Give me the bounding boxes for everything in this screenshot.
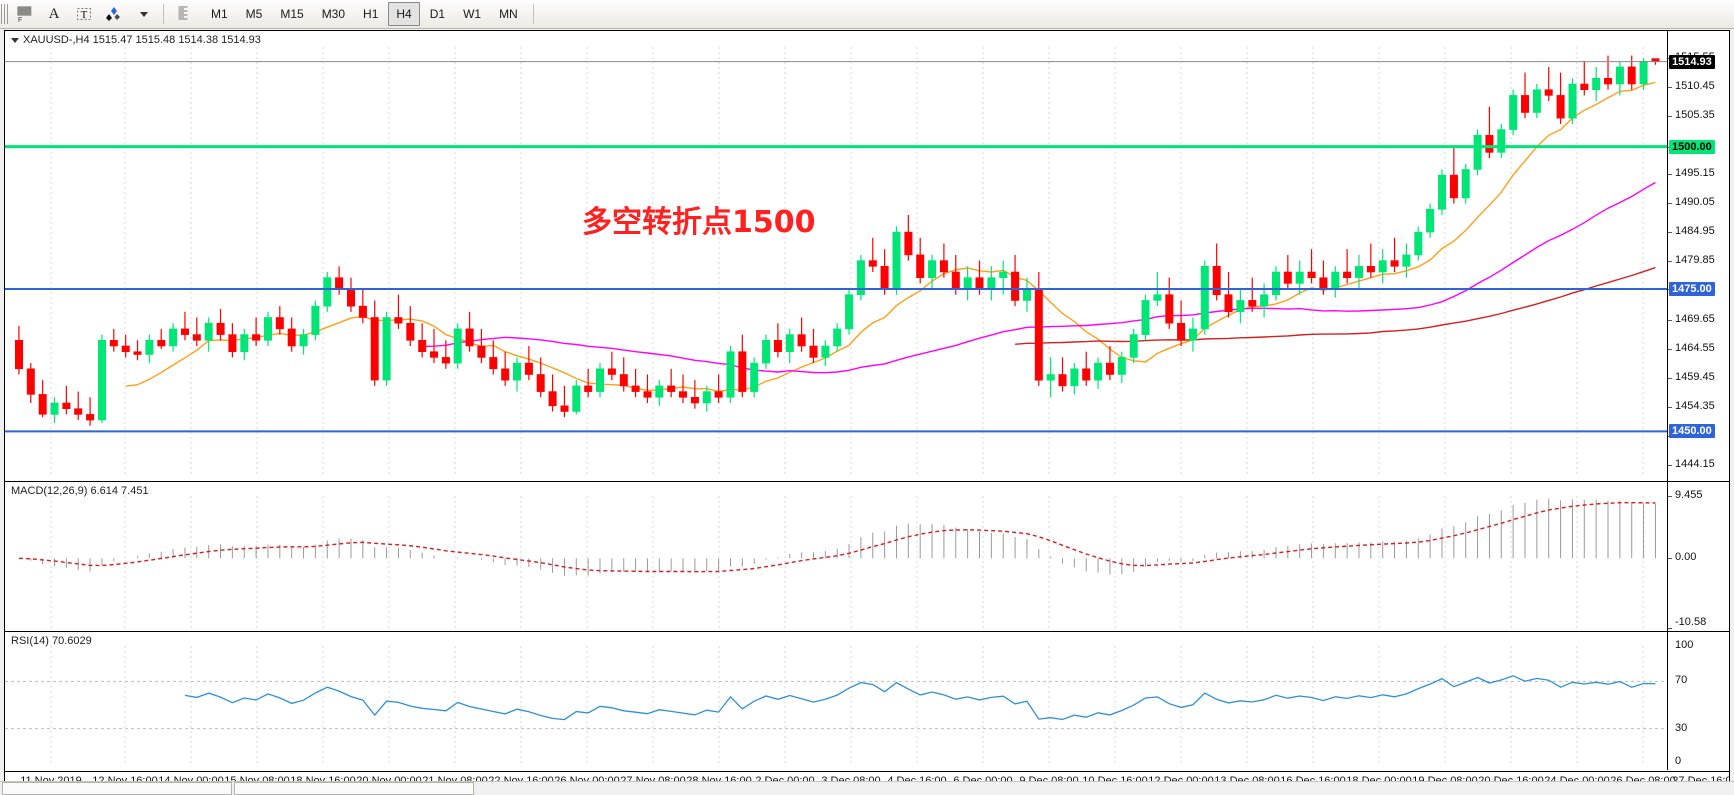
price-pane[interactable]: XAUUSD-,H4 1515.47 1515.48 1514.38 1514.…	[5, 31, 1729, 481]
price-scale-axis[interactable]: 1515.551510.451505.351500.001495.151490.…	[1667, 31, 1729, 481]
price-tick-label: 1444.15	[1675, 457, 1715, 470]
macd-tick-label: 9.455	[1675, 489, 1703, 501]
periodicity-icon[interactable]	[169, 1, 197, 27]
timeframe-m15[interactable]: M15	[280, 7, 304, 21]
price-tick-label: 1469.65	[1675, 312, 1715, 325]
text-box-icon[interactable]: T	[70, 1, 98, 27]
price-tick-label: 1484.95	[1675, 225, 1715, 238]
price-level-badge: 1450.00	[1669, 424, 1715, 439]
price-plot	[5, 47, 1667, 477]
timeframe-group: M1 M5 M15 M30 H1 H4 D1 W1 MN	[202, 2, 527, 26]
rsi-plot	[5, 646, 1667, 764]
rsi-tick-label: 0	[1675, 755, 1682, 767]
svg-text:F: F	[18, 17, 22, 22]
crosshair-icon[interactable]: F	[10, 1, 38, 27]
price-tick	[1668, 174, 1672, 176]
svg-text:T: T	[81, 9, 88, 21]
toolbar-separator	[163, 4, 164, 24]
timeframe-d1[interactable]: D1	[429, 7, 446, 21]
timeframe-h4[interactable]: H4	[388, 2, 420, 26]
rsi-tick-label: 30	[1675, 721, 1688, 734]
macd-plot	[18, 496, 1656, 628]
rsi-scale-axis[interactable]: 100 70 30 0	[1667, 632, 1729, 770]
price-tick	[1668, 377, 1672, 379]
price-tick	[1668, 348, 1672, 350]
macd-tick-label: -10.58	[1675, 616, 1707, 628]
price-level-badge: 1500.00	[1669, 139, 1715, 154]
price-tick-label: 1459.45	[1675, 370, 1715, 383]
dropdown-caret-icon[interactable]	[130, 1, 158, 27]
macd-tick	[1668, 628, 1672, 629]
timeframe-m30[interactable]: M30	[321, 7, 346, 21]
timeframe-m1[interactable]: M1	[211, 7, 228, 21]
rsi-tick-label: 70	[1675, 674, 1688, 687]
price-tick	[1668, 203, 1672, 205]
macd-scale-axis[interactable]: 9.455 0.00 -10.58	[1667, 482, 1729, 631]
text-label-icon[interactable]: A	[48, 5, 60, 22]
symbol-ohlc-label: XAUUSD-,H4 1515.47 1515.48 1514.38 1514.…	[11, 34, 261, 46]
timeframe-m5[interactable]: M5	[245, 7, 263, 21]
timeframe-w1[interactable]: W1	[463, 7, 482, 21]
chart-annotation: 多空转折点1500	[582, 205, 816, 240]
price-tick	[1668, 87, 1672, 89]
toolbar-grip[interactable]	[1, 4, 9, 24]
macd-tick-label: 0.00	[1675, 551, 1697, 564]
price-tick	[1668, 261, 1672, 263]
toolbar-separator-2	[532, 4, 534, 24]
price-tick-label: 1479.85	[1675, 254, 1715, 267]
price-tick	[1668, 232, 1672, 234]
chart-canvas-window[interactable]: XAUUSD-,H4 1515.47 1515.48 1514.38 1514.…	[4, 30, 1730, 792]
price-tick	[1668, 406, 1672, 408]
collapse-caret-icon[interactable]	[11, 37, 19, 43]
timeframe-h1[interactable]: H1	[363, 7, 379, 21]
macd-label: MACD(12,26,9) 6.614 7.451	[11, 485, 149, 497]
price-tick-label: 1495.15	[1675, 167, 1715, 180]
price-tick-label: 1490.05	[1675, 196, 1715, 209]
status-cell-1	[2, 782, 232, 795]
toolbar: F A T	[0, 0, 1734, 29]
price-tick-label: 1454.35	[1675, 399, 1715, 412]
current-price-badge: 1514.93	[1669, 54, 1715, 69]
price-tick-label: 1505.35	[1675, 109, 1715, 122]
status-bar	[0, 781, 1734, 795]
rsi-label: RSI(14) 70.6029	[11, 635, 92, 647]
status-cell-2	[234, 782, 474, 795]
price-tick-label: 1464.55	[1675, 341, 1715, 354]
price-tick	[1668, 464, 1672, 466]
macd-tick	[1668, 496, 1672, 497]
price-level-badge: 1475.00	[1669, 282, 1715, 297]
timeframe-mn[interactable]: MN	[499, 7, 518, 21]
macd-pane[interactable]: MACD(12,26,9) 6.614 7.451 9.455 0.00 -10.5…	[5, 481, 1729, 631]
shapes-icon[interactable]	[100, 1, 128, 27]
rsi-tick-label: 100	[1675, 639, 1694, 651]
macd-tick	[1668, 558, 1672, 560]
price-tick	[1668, 116, 1672, 118]
price-tick	[1668, 319, 1672, 321]
price-tick-label: 1510.45	[1675, 80, 1715, 93]
